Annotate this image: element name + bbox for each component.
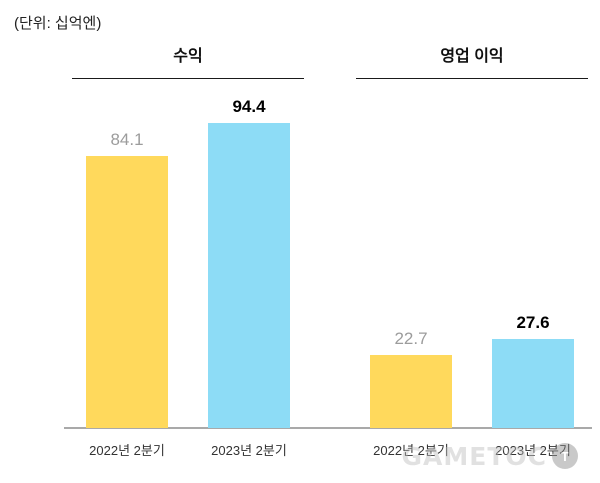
chart-group-revenue: 수익 84.1 94.4 2022년 2분기 2023년 2분기: [72, 42, 304, 458]
bars-area: 84.1 94.4: [86, 98, 290, 428]
bar-cell: 84.1: [86, 131, 168, 428]
bar-cell: 94.4: [208, 98, 290, 428]
value-label: 22.7: [394, 329, 428, 348]
x-axis-line: [64, 427, 592, 429]
bar: [370, 355, 452, 428]
value-label: 94.4: [232, 97, 266, 116]
chart-group-operating-profit: 영업 이익 22.7 27.6 2022년 2분기 2023년 2분기: [356, 42, 588, 458]
category-labels: 2022년 2분기 2023년 2분기: [86, 440, 290, 459]
bar-cell: 27.6: [492, 314, 574, 428]
unit-label: (단위: 십억엔): [14, 15, 102, 32]
bar: [86, 156, 168, 428]
value-label: 27.6: [516, 313, 550, 332]
category-labels: 2022년 2분기 2023년 2분기: [370, 440, 574, 459]
category-label: 2023년 2분기: [211, 443, 287, 458]
value-label: 84.1: [110, 130, 144, 149]
group-title: 영업 이익: [356, 42, 588, 79]
category-label: 2023년 2분기: [495, 443, 571, 458]
category-label: 2022년 2분기: [373, 443, 449, 458]
bars-area: 22.7 27.6: [370, 314, 574, 428]
bar: [208, 123, 290, 428]
category-label: 2022년 2분기: [89, 443, 165, 458]
group-title: 수익: [72, 42, 304, 79]
bar: [492, 339, 574, 428]
bar-cell: 22.7: [370, 330, 452, 428]
